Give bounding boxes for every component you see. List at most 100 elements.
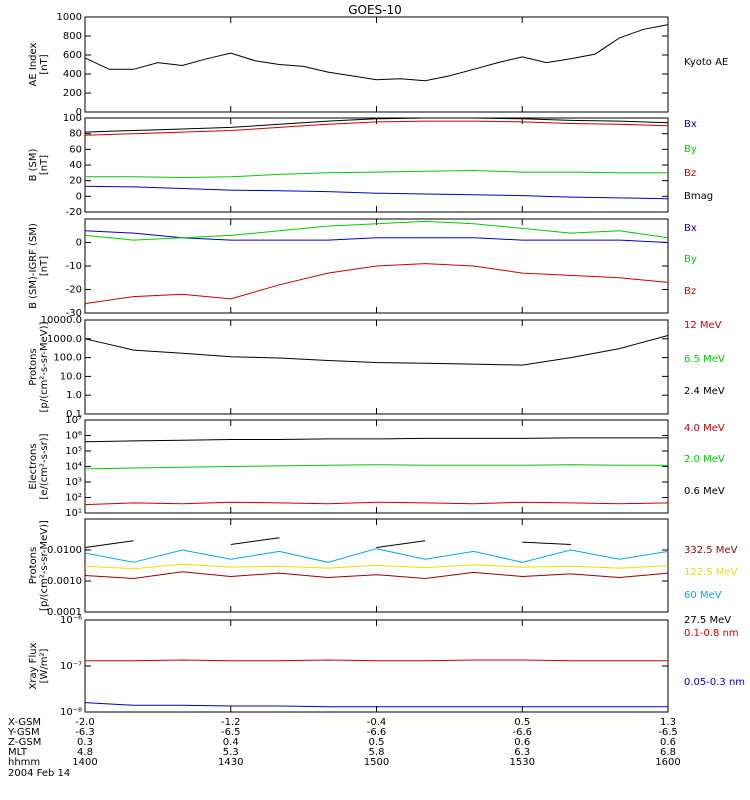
y-axis-label: Protons[p/(cm²-s-sr-MeV)] [28, 321, 50, 412]
x-row-value: -6.5 [658, 727, 678, 738]
series-line [84, 24, 669, 82]
series-line [84, 185, 669, 200]
series-line [230, 537, 280, 545]
y-tick-label: 10⁻⁸ [60, 707, 82, 718]
y-tick-label: 1000 [57, 12, 82, 23]
legend-entry: 0.6 MeV [684, 486, 725, 497]
x-row-value: 0.5 [369, 737, 385, 748]
y-axis-label-line: Xray Flux [28, 642, 39, 689]
legend-entry: Kyoto AE [684, 57, 728, 68]
x-row-value: -2.0 [75, 717, 95, 728]
legend-entry: 2.0 MeV [684, 454, 725, 465]
y-axis-label-line: Electrons [28, 443, 39, 489]
y-axis-label-line: [e/(cm²-s-sr)] [39, 433, 50, 499]
y-tick-label: 0.0010 [47, 576, 82, 587]
x-row-value: 1.3 [660, 717, 676, 728]
x-row-value: 1530 [510, 757, 535, 768]
y-tick-label: 100.0 [53, 353, 82, 364]
x-row-value: 0.5 [514, 717, 530, 728]
y-tick-label: 10⁶ [65, 431, 82, 442]
x-row-label: Y-GSM [7, 727, 40, 738]
x-row-label: Z-GSM [8, 737, 41, 748]
panel-7: 10⁻⁸ 10⁻⁷ 10⁻⁶ Xray Flux[W/m²] 0.1-0.8 nm 0.0… [28, 615, 745, 718]
legend-entry: 6.5 MeV [684, 354, 725, 365]
x-row-value: 1400 [72, 757, 97, 768]
x-row-value: 0.6 [514, 737, 530, 748]
series-line [376, 540, 426, 548]
series-line [84, 120, 669, 136]
x-row-value: 6.3 [514, 747, 530, 758]
y-axis-label: Protons[p/(cm²-s-sr-MeV)] [28, 520, 50, 611]
y-tick-label: 10¹ [65, 508, 82, 519]
y-tick-label: 10.0 [60, 371, 82, 382]
y-tick-label: 800 [63, 31, 82, 42]
y-tick-label: 10⁵ [65, 446, 82, 457]
y-axis-label-line: AE Index [28, 42, 39, 86]
y-tick-label: 200 [63, 88, 82, 99]
y-tick-label: 10000.0 [41, 315, 82, 326]
y-tick-label: 10⁷ [65, 415, 82, 426]
x-row-label: X-GSM [8, 717, 41, 728]
y-axis-label-line: B (SM)-IGRF (SM) [28, 223, 39, 309]
panel-2: -20 0 20 40 60 80 100 B (SM)[nT] Bx By Bz Bmag [28, 113, 713, 218]
legend-entry: Bx [684, 119, 697, 130]
panel-3: -30 -20 -10 0 B (SM)-IGRF (SM)[nT] Bx By Bz [28, 218, 697, 319]
series-line [85, 169, 668, 179]
y-tick-label: 10⁻⁷ [60, 661, 82, 672]
x-axis-table: X-GSM -2.0 -1.2 -0.4 0.5 1.3 Y-GSM -6.3 -6.5 -6.6… [7, 717, 681, 768]
y-axis-label-line: [W/m²] [39, 648, 50, 683]
y-tick-label: 0.0001 [47, 607, 82, 618]
y-tick-label: 10⁻⁶ [60, 615, 82, 626]
series-line [84, 220, 669, 241]
y-axis-label: AE Index[nT] [28, 42, 50, 86]
y-tick-label: -30 [66, 308, 82, 319]
panel-1: 0 200 400 600 800 1000 AE Index[nT] Kyoto AE [28, 12, 728, 118]
y-tick-label: -20 [66, 207, 82, 218]
y-tick-label: 100 [63, 113, 82, 124]
panel-frame [84, 319, 669, 415]
panel-5: 10¹ 10² 10³ 10⁴ 10⁵ 10⁶ 10⁷ Electrons[e/(cm²-s-… [28, 415, 725, 519]
y-tick-label: -20 [66, 285, 82, 296]
x-row-value: 1430 [218, 757, 243, 768]
x-row-value: 1600 [655, 757, 680, 768]
legend-entry: 27.5 MeV [684, 615, 731, 626]
series-line [84, 563, 669, 570]
x-row-value: 0.4 [223, 737, 239, 748]
plot-title: GOES-10 [348, 3, 402, 17]
y-axis-label-line: Protons [28, 547, 39, 584]
y-tick-label: 10³ [65, 477, 82, 488]
y-tick-label: 80 [69, 129, 82, 140]
legend-entry: Bz [684, 168, 696, 179]
legend-entry: 12 MeV [684, 320, 722, 331]
y-tick-label: 0.1 [66, 409, 82, 420]
legend-entry: 0.1-0.8 nm [684, 628, 739, 639]
panel-6: 0.0001 0.0010 0.0100Protons[p/(cm²-s-sr-Me… [28, 518, 738, 626]
x-row-label: MLT [8, 747, 28, 758]
y-axis-label-line: B (SM) [28, 148, 39, 181]
x-row-value: 5.8 [369, 747, 385, 758]
series-line [84, 335, 669, 366]
y-tick-label: 0.0100 [47, 545, 82, 556]
y-axis-label: B (SM)[nT] [28, 148, 50, 181]
x-row-value: -0.4 [367, 717, 387, 728]
panel-4: 0.11.010.0100.01000.010000.0Protons[p/(c… [28, 315, 725, 420]
legend-entry: 0.05-0.3 nm [684, 677, 745, 688]
x-row-value: 1500 [364, 757, 389, 768]
series-line [84, 464, 668, 470]
legend-entry: 60 MeV [684, 590, 722, 601]
x-row-value: -6.6 [512, 727, 532, 738]
series-line [84, 263, 669, 305]
y-tick-label: 0 [76, 191, 82, 202]
x-row-value: 4.8 [77, 747, 93, 758]
x-row-value: 6.8 [660, 747, 676, 758]
y-tick-label: 10² [65, 493, 82, 504]
series-line [84, 540, 134, 548]
y-tick-label: 20 [69, 176, 82, 187]
y-axis-label: Xray Flux[W/m²] [28, 642, 50, 689]
y-axis-label-line: Protons [28, 348, 39, 385]
panel-frame [84, 619, 669, 713]
legend-entry: By [684, 254, 697, 265]
y-axis-label-line: [nT] [39, 54, 50, 74]
legend-entry: Bmag [684, 191, 713, 202]
y-tick-label: 400 [63, 69, 82, 80]
